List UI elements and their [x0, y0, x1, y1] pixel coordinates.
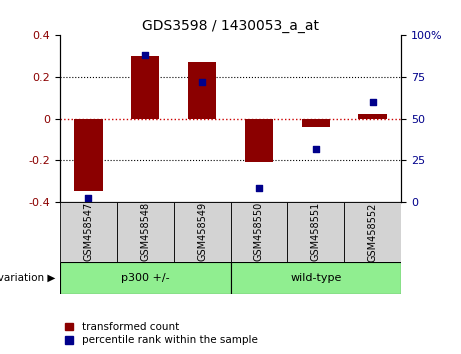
Text: wild-type: wild-type — [290, 273, 342, 283]
FancyBboxPatch shape — [117, 202, 174, 262]
Bar — [188, 62, 216, 119]
FancyBboxPatch shape — [60, 202, 117, 262]
FancyBboxPatch shape — [174, 202, 230, 262]
FancyBboxPatch shape — [60, 262, 230, 294]
Point — [198, 79, 206, 85]
Text: GSM458551: GSM458551 — [311, 202, 321, 262]
Text: GSM458548: GSM458548 — [140, 202, 150, 262]
Text: p300 +/-: p300 +/- — [121, 273, 170, 283]
Bar — [74, 119, 102, 192]
Legend: transformed count, percentile rank within the sample: transformed count, percentile rank withi… — [65, 322, 258, 345]
Bar — [301, 119, 330, 127]
Title: GDS3598 / 1430053_a_at: GDS3598 / 1430053_a_at — [142, 19, 319, 33]
Text: genotype/variation ▶: genotype/variation ▶ — [0, 273, 55, 283]
Point — [255, 185, 263, 191]
FancyBboxPatch shape — [230, 202, 287, 262]
FancyBboxPatch shape — [230, 262, 401, 294]
Point — [142, 52, 149, 58]
FancyBboxPatch shape — [344, 202, 401, 262]
Text: GSM458552: GSM458552 — [367, 202, 378, 262]
Text: GSM458550: GSM458550 — [254, 202, 264, 262]
Point — [369, 99, 376, 105]
Text: GSM458547: GSM458547 — [83, 202, 94, 262]
Text: GSM458549: GSM458549 — [197, 202, 207, 262]
Bar — [358, 114, 387, 119]
FancyBboxPatch shape — [287, 202, 344, 262]
Point — [85, 196, 92, 201]
Bar — [131, 56, 160, 119]
Point — [312, 146, 319, 152]
Bar — [245, 119, 273, 162]
